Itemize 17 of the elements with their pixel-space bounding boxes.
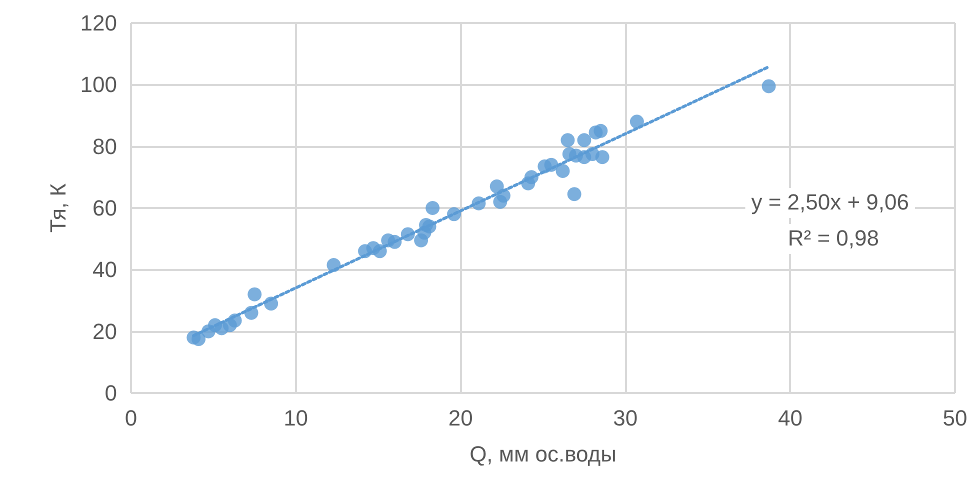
x-tick-label: 30 [613,406,638,430]
x-axis-title: Q, мм ос.воды [470,442,616,466]
y-tick-label: 40 [92,257,117,282]
x-tick-label: 10 [284,406,308,430]
x-tick-label: 50 [942,406,968,430]
y-tick-label: 20 [92,318,117,344]
y-tick-label: 0 [104,380,117,406]
y-tick-label: 100 [80,72,117,98]
x-tick-label: 40 [778,406,802,430]
y-tick-label: 60 [92,196,117,220]
x-tick-label: 0 [124,406,138,430]
y-tick-label: 120 [80,10,117,36]
x-tick-label: 20 [448,406,473,430]
annotation: y = 2,50x + 9,06 [751,190,909,214]
y-tick-label: 80 [92,134,117,159]
annotation: R² = 0,98 [788,226,880,250]
y-axis-title: Тя, К [46,183,70,233]
